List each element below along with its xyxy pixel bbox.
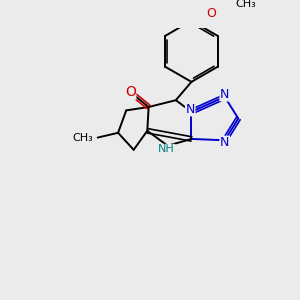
Text: N: N [185, 103, 195, 116]
Text: O: O [125, 85, 136, 99]
Text: NH: NH [158, 144, 175, 154]
Text: CH₃: CH₃ [72, 133, 93, 142]
Text: O: O [206, 8, 216, 20]
Text: N: N [220, 136, 230, 149]
Text: N: N [220, 88, 230, 101]
Text: CH₃: CH₃ [235, 0, 256, 9]
